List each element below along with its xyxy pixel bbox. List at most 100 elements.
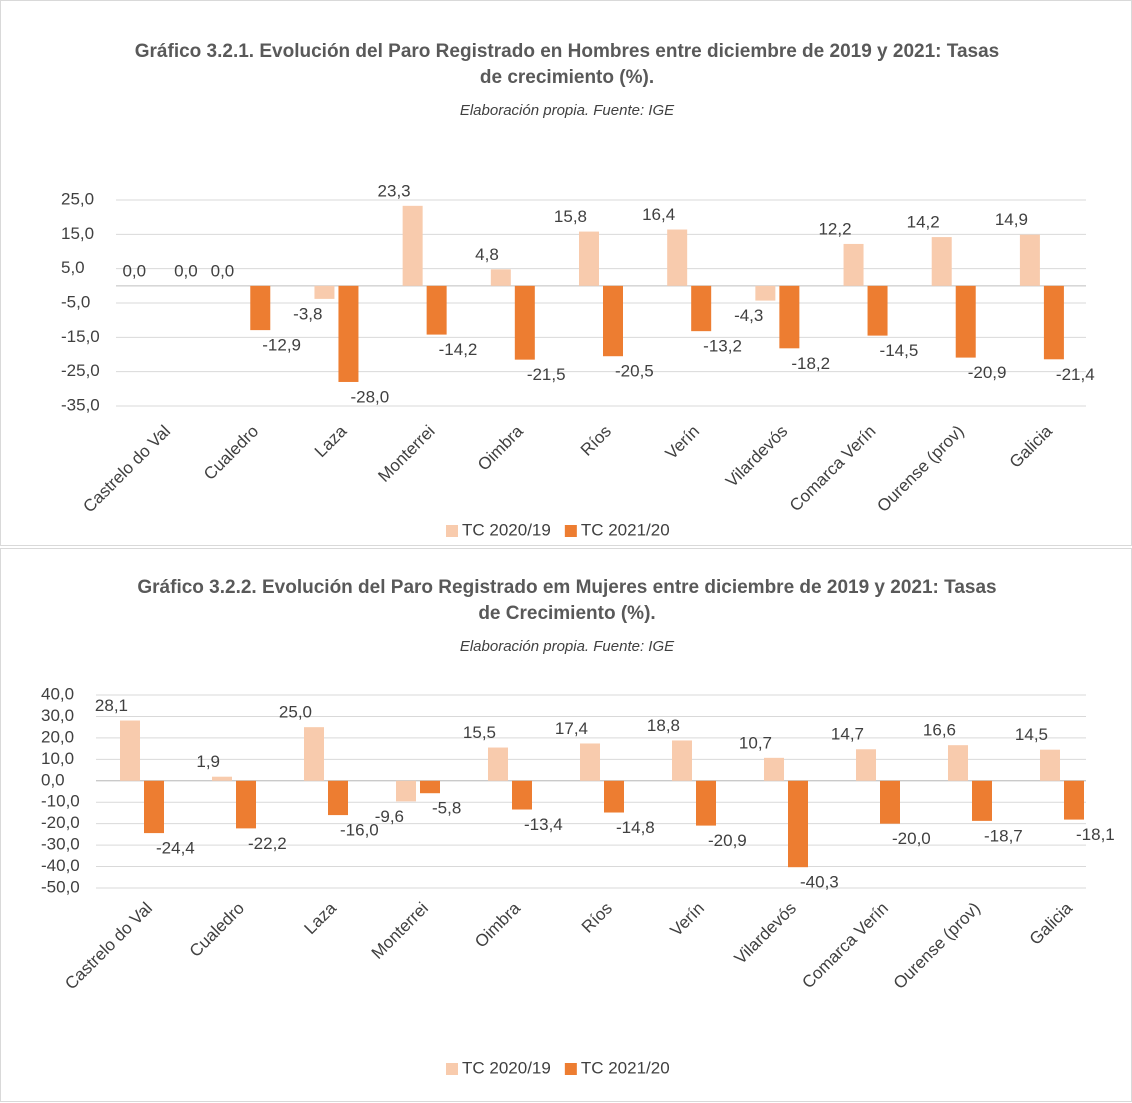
data-label: 0,0: [211, 261, 235, 280]
data-label: -20,5: [615, 362, 654, 381]
bar: [667, 229, 688, 286]
data-label: -13,4: [524, 815, 563, 834]
legend-swatch: [446, 525, 458, 537]
chart-subtitle: Elaboración propia. Fuente: IGE: [459, 638, 675, 655]
data-label: -12,9: [262, 336, 301, 355]
y-tick-label: 30,0: [41, 706, 74, 725]
bar: [314, 285, 335, 299]
data-label: -16,0: [340, 821, 379, 840]
data-label: 25,0: [279, 703, 312, 722]
bar: [490, 269, 511, 286]
bar: [788, 780, 808, 868]
data-label: -20,9: [968, 363, 1007, 382]
bar: [764, 757, 784, 781]
y-tick-label: 5,0: [61, 258, 85, 277]
data-label: -21,5: [527, 365, 566, 384]
bar: [843, 243, 864, 286]
chart-panel: 25,0 15,0 5,0 -5,0 -15,0 -25,0 -35,0 Castrelo d…: [0, 0, 1132, 546]
data-label: 0,0: [122, 261, 146, 280]
y-tick-label: -50,0: [41, 877, 80, 896]
data-label: -14,8: [616, 818, 655, 837]
x-tick-label: Castrelo do Val: [79, 422, 174, 517]
x-tick-label: Cualedro: [186, 899, 248, 961]
bar: [931, 237, 952, 286]
x-tick-label: Comarca Verín: [798, 899, 892, 993]
bar: [402, 205, 423, 286]
bar: [236, 780, 256, 829]
y-tick-label: -15,0: [61, 327, 100, 346]
x-tick-label: Oimbra: [471, 898, 524, 951]
data-label: -20,0: [892, 829, 931, 848]
data-label: 16,6: [923, 721, 956, 740]
x-tick-label: Cualedro: [200, 422, 262, 484]
bar: [250, 285, 271, 331]
data-label: 10,7: [739, 733, 772, 752]
x-tick-label: Comarca Verín: [786, 422, 880, 516]
bar: [691, 285, 712, 332]
x-tick-label: Ourense (prov): [873, 422, 967, 516]
bar: [856, 749, 876, 781]
x-tick-label: Verín: [662, 422, 704, 464]
chart-panel: 40,0 30,0 20,0 10,0 0,0 -10,0 -20,0 -30,0 -40,0 -…: [0, 548, 1132, 1102]
y-tick-label: -30,0: [41, 835, 80, 854]
legend-label: TC 2020/19: [462, 1058, 551, 1077]
data-label: 12,2: [818, 219, 851, 238]
data-label: -18,2: [791, 354, 830, 373]
data-label: -14,2: [439, 340, 478, 359]
x-tick-label: Castrelo do Val: [61, 899, 156, 994]
bar: [755, 285, 776, 301]
x-tick-label: Vilardevós: [722, 422, 791, 491]
data-label: 23,3: [378, 181, 411, 200]
bar: [512, 780, 532, 810]
data-label: -18,1: [1076, 825, 1115, 844]
bar: [304, 727, 324, 781]
y-tick-label: 40,0: [41, 684, 74, 703]
bar: [672, 740, 692, 781]
chart: 25,0 15,0 5,0 -5,0 -15,0 -25,0 -35,0 Castrelo d…: [61, 181, 1095, 539]
bar: [972, 780, 992, 821]
bar: [426, 285, 447, 335]
x-tick-label: Ourense (prov): [890, 899, 984, 993]
data-label: 14,9: [995, 210, 1028, 229]
chart-title: Gráfico 3.2.1. Evolución del Paro Regist…: [134, 41, 1000, 88]
x-tick-label: Oimbra: [474, 421, 527, 474]
data-label: 4,8: [475, 245, 499, 264]
x-tick-label: Monterrei: [368, 899, 432, 963]
bar: [488, 747, 508, 781]
y-tick-label: 10,0: [41, 749, 74, 768]
y-tick-label: 0,0: [41, 770, 65, 789]
data-label: 17,4: [555, 719, 588, 738]
data-label: 15,8: [554, 207, 587, 226]
data-label: 18,8: [647, 716, 680, 735]
data-label: 0,0: [174, 261, 198, 280]
bar: [779, 285, 800, 349]
bar: [867, 285, 888, 336]
bar: [955, 285, 976, 358]
x-tick-label: Monterrei: [374, 422, 438, 486]
chart-title: Gráfico 3.2.2. Evolución del Paro Regist…: [137, 577, 997, 624]
y-tick-label: 25,0: [61, 189, 94, 208]
y-tick-label: 15,0: [61, 224, 94, 243]
x-tick-label: Ríos: [577, 422, 615, 460]
bar: [1040, 749, 1060, 781]
bar: [1064, 780, 1084, 820]
data-label: -18,7: [984, 826, 1023, 845]
y-tick-label: -40,0: [41, 856, 80, 875]
data-label: -40,3: [800, 873, 839, 892]
y-tick-label: 20,0: [41, 727, 74, 746]
legend-label: TC 2020/19: [462, 520, 551, 539]
bar: [880, 780, 900, 824]
bar: [603, 285, 623, 357]
bar: [328, 780, 348, 816]
y-tick-label: -20,0: [41, 813, 80, 832]
y-tick-label: -25,0: [61, 361, 100, 380]
x-tick-label: Galicia: [1026, 898, 1077, 949]
bar: [604, 780, 624, 813]
bar: [396, 780, 416, 802]
x-tick-label: Verín: [666, 899, 708, 941]
data-label: 16,4: [642, 205, 675, 224]
legend-swatch: [446, 1063, 458, 1075]
data-label: -24,4: [156, 839, 195, 858]
data-label: 14,2: [907, 213, 940, 232]
